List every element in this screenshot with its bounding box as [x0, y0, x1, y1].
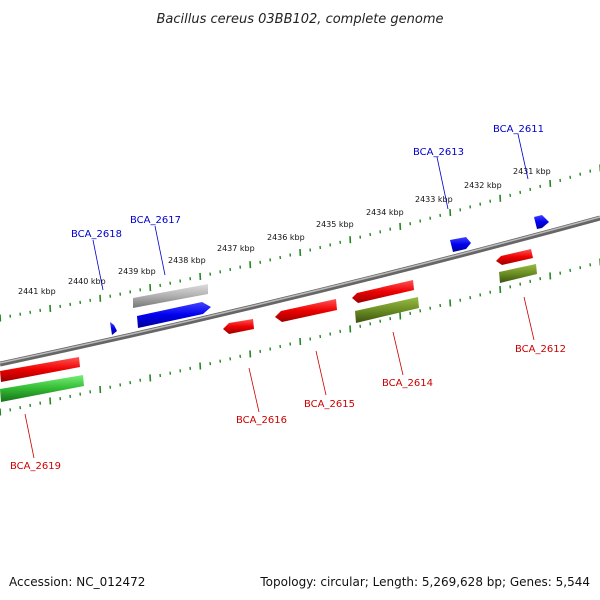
gene-BCA_2611[interactable]: [534, 215, 549, 229]
gene-BCA_2616[interactable]: [223, 319, 254, 334]
genome-backbone-highlight: [0, 216, 600, 364]
feature-green-2619[interactable]: [0, 375, 84, 402]
kbp-label-2438: 2438 kbp: [168, 256, 206, 265]
gene-BCA_2617[interactable]: [137, 302, 211, 328]
leader-BCA_2613: [436, 156, 449, 210]
kbp-label-2435: 2435 kbp: [316, 220, 354, 229]
leader-BCA_2612: [523, 296, 535, 341]
genome-backbone: [0, 215, 600, 367]
label-BCA_2615[interactable]: BCA_2615: [304, 399, 355, 410]
feature-grey-forward[interactable]: [133, 284, 208, 308]
leader-BCA_2614: [392, 331, 404, 376]
kbp-label-2436: 2436 kbp: [267, 233, 305, 242]
leader-BCA_2618: [92, 239, 104, 291]
gene-BCA_2618[interactable]: [110, 322, 117, 335]
gene-BCA_2615[interactable]: [275, 299, 337, 322]
lower-ruler-ticks: [0, 258, 600, 416]
reverse-features: [0, 249, 537, 402]
upper-ruler-ticks: [0, 164, 600, 322]
label-BCA_2617[interactable]: BCA_2617: [130, 215, 181, 226]
kbp-label-2434: 2434 kbp: [366, 208, 404, 217]
accession-text: Accession: NC_012472: [9, 575, 145, 589]
label-BCA_2614[interactable]: BCA_2614: [382, 378, 433, 389]
kbp-label-2439: 2439 kbp: [118, 267, 156, 276]
kbp-label-2431: 2431 kbp: [513, 167, 551, 176]
leader-lines: [24, 133, 535, 459]
gene-BCA_2613[interactable]: [450, 237, 471, 252]
label-BCA_2611[interactable]: BCA_2611: [493, 124, 544, 135]
label-BCA_2612[interactable]: BCA_2612: [515, 344, 566, 355]
leader-BCA_2616: [248, 367, 260, 413]
gene-labels: BCA_2618 BCA_2617 BCA_2613 BCA_2611 BCA_…: [10, 124, 566, 472]
kbp-label-2441: 2441 kbp: [18, 287, 56, 296]
leader-BCA_2611: [517, 133, 529, 180]
map-title: Bacillus cereus 03BB102, complete genome: [156, 12, 443, 27]
kbp-label-2437: 2437 kbp: [217, 244, 255, 253]
leader-BCA_2615: [315, 350, 327, 396]
gene-BCA_2612[interactable]: [496, 249, 533, 265]
feature-olive-2612[interactable]: [499, 264, 537, 283]
gene-BCA_2619[interactable]: [0, 357, 80, 382]
kbp-label-2440: 2440 kbp: [68, 277, 106, 286]
label-BCA_2613[interactable]: BCA_2613: [413, 147, 464, 158]
gene-BCA_2614[interactable]: [352, 280, 414, 303]
forward-features: [110, 215, 549, 335]
kbp-label-2433: 2433 kbp: [415, 195, 453, 204]
label-BCA_2616[interactable]: BCA_2616: [236, 415, 287, 426]
label-BCA_2619[interactable]: BCA_2619: [10, 461, 61, 472]
leader-BCA_2617: [154, 225, 166, 276]
label-BCA_2618[interactable]: BCA_2618: [71, 229, 122, 240]
feature-olive-2614[interactable]: [355, 297, 419, 323]
kbp-label-2432: 2432 kbp: [464, 181, 502, 190]
genome-summary-text: Topology: circular; Length: 5,269,628 bp…: [259, 575, 590, 589]
leader-BCA_2619: [24, 413, 35, 459]
ruler-labels: 2441 kbp 2440 kbp 2439 kbp 2438 kbp 2437…: [18, 167, 551, 296]
